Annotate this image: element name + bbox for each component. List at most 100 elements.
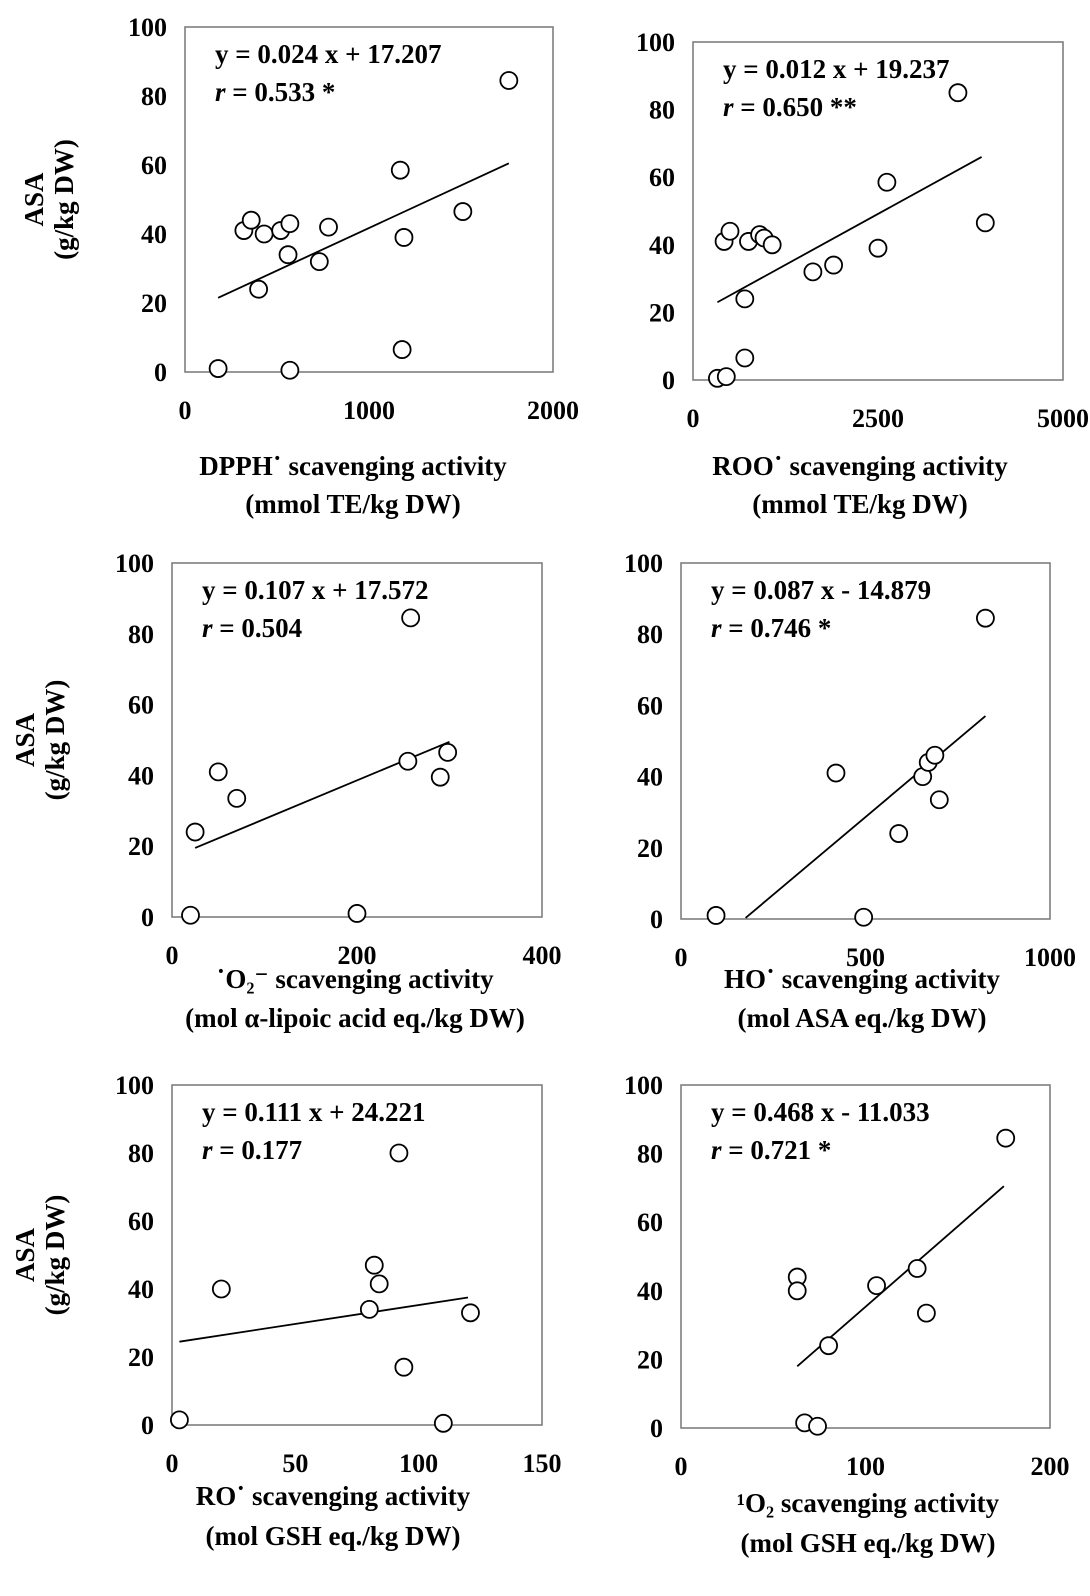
data-point bbox=[390, 160, 410, 180]
y-tick-label: 0 bbox=[141, 1411, 154, 1440]
y-tick-label: 100 bbox=[624, 549, 663, 578]
y-tick-label: 20 bbox=[637, 1345, 663, 1374]
chart-panel-3: 0 20 40 60 80 100 0 200 400 ˙O₂⁻ scavenging activ… bbox=[10, 549, 561, 1033]
data-point bbox=[975, 213, 995, 233]
y-tick-label: 100 bbox=[115, 549, 154, 578]
y-tick-label: 100 bbox=[636, 28, 675, 57]
x-tick-label: 100 bbox=[399, 1449, 438, 1478]
data-point bbox=[735, 289, 755, 309]
data-point bbox=[826, 763, 846, 783]
x-axis-label: ROO˙ scavenging activity bbox=[712, 451, 1008, 481]
y-axis-label: ASA bbox=[10, 712, 40, 767]
data-point bbox=[854, 907, 874, 927]
y-tick-label: 100 bbox=[128, 13, 167, 42]
y-axis-label: (g/kg DW) bbox=[49, 139, 79, 260]
y-tick-label: 20 bbox=[141, 289, 167, 318]
chart-panel-2: 0 20 40 60 80 100 0 2500 5000 ROO˙ scavenging act… bbox=[636, 28, 1089, 519]
data-point bbox=[453, 202, 473, 221]
data-point bbox=[916, 1303, 936, 1323]
data-point bbox=[824, 255, 843, 275]
data-point bbox=[735, 348, 755, 368]
plot-frame bbox=[171, 1084, 543, 1426]
y-tick-label: 60 bbox=[637, 1208, 663, 1237]
data-point bbox=[208, 359, 228, 378]
y-tick-label: 20 bbox=[128, 1343, 154, 1372]
y-axis-label: (g/kg DW) bbox=[40, 680, 70, 801]
x-axis-label: ¹O₂ scavenging activity bbox=[737, 1488, 1000, 1518]
y-tick-label: 40 bbox=[128, 1275, 154, 1304]
y-tick-label: 100 bbox=[115, 1071, 154, 1100]
data-point bbox=[867, 1276, 886, 1296]
trend-line bbox=[716, 156, 983, 304]
y-axis-label: ASA bbox=[19, 172, 49, 227]
data-point bbox=[461, 1303, 480, 1323]
data-point bbox=[401, 608, 421, 628]
y-tick-label: 100 bbox=[624, 1071, 663, 1100]
regression-equation: y = 0.107 x + 17.572 bbox=[202, 575, 429, 605]
data-point bbox=[889, 824, 909, 843]
regression-equation: y = 0.468 x - 11.033 bbox=[711, 1097, 930, 1127]
y-tick-label: 80 bbox=[128, 620, 154, 649]
y-tick-label: 40 bbox=[637, 1277, 663, 1306]
chart-panel-6: 0 20 40 60 80 100 0 100 200 ¹O₂ scavenging activi… bbox=[624, 1071, 1070, 1558]
data-point bbox=[227, 789, 247, 808]
plot-frame bbox=[692, 41, 1064, 381]
x-axis-label: (mol GSH eq./kg DW) bbox=[740, 1528, 995, 1558]
x-tick-label: 2500 bbox=[852, 404, 904, 433]
data-point bbox=[716, 367, 736, 387]
data-point bbox=[819, 1336, 838, 1356]
plot-frame bbox=[184, 26, 554, 373]
data-point bbox=[389, 1143, 409, 1163]
x-tick-label: 5000 bbox=[1037, 404, 1089, 433]
data-point bbox=[394, 1357, 414, 1377]
x-tick-label: 100 bbox=[846, 1452, 885, 1481]
x-tick-label: 0 bbox=[675, 943, 688, 972]
x-axis-label: (mmol TE/kg DW) bbox=[752, 489, 968, 519]
data-point bbox=[369, 1274, 389, 1294]
data-point bbox=[877, 172, 897, 192]
data-point bbox=[309, 252, 329, 272]
data-point bbox=[438, 742, 458, 762]
data-point bbox=[241, 210, 261, 230]
trend-line bbox=[179, 1296, 469, 1343]
x-axis-label: RO˙ scavenging activity bbox=[196, 1481, 471, 1511]
chart-panel-5: 0 20 40 60 80 100 0 50 100 150 RO˙ scavenging acti… bbox=[10, 1071, 561, 1551]
data-point bbox=[185, 822, 205, 842]
x-axis-label: (mmol TE/kg DW) bbox=[245, 489, 461, 519]
y-tick-label: 40 bbox=[128, 761, 154, 790]
y-tick-label: 0 bbox=[650, 1414, 663, 1443]
y-tick-label: 40 bbox=[141, 220, 167, 249]
x-axis-label: (mol GSH eq./kg DW) bbox=[205, 1521, 460, 1551]
data-point bbox=[929, 790, 949, 810]
data-point bbox=[868, 238, 888, 258]
x-tick-label: 0 bbox=[166, 1449, 179, 1478]
y-tick-label: 40 bbox=[637, 763, 663, 792]
data-point bbox=[398, 751, 418, 771]
data-point bbox=[181, 905, 200, 925]
trend-line bbox=[217, 162, 510, 299]
y-tick-label: 20 bbox=[637, 834, 663, 863]
correlation-coefficient: r = 0.504 bbox=[202, 613, 302, 643]
data-point bbox=[364, 1255, 384, 1275]
y-tick-label: 80 bbox=[637, 1140, 663, 1169]
y-tick-label: 20 bbox=[128, 832, 154, 861]
data-point bbox=[808, 1416, 827, 1436]
y-tick-label: 60 bbox=[128, 1207, 154, 1236]
correlation-coefficient: r = 0.746 * bbox=[711, 613, 831, 643]
data-point bbox=[996, 1128, 1016, 1148]
data-point bbox=[499, 71, 519, 90]
trend-line bbox=[796, 1185, 1005, 1367]
x-tick-label: 0 bbox=[687, 404, 700, 433]
correlation-coefficient: r = 0.721 * bbox=[711, 1135, 831, 1165]
data-point bbox=[280, 360, 300, 380]
x-tick-label: 500 bbox=[846, 943, 885, 972]
plot-frame bbox=[680, 1084, 1051, 1429]
y-axis-label: ASA bbox=[10, 1227, 40, 1282]
y-tick-label: 80 bbox=[637, 620, 663, 649]
data-point bbox=[254, 224, 274, 244]
data-point bbox=[430, 767, 450, 787]
y-tick-label: 80 bbox=[128, 1139, 154, 1168]
correlation-coefficient: r = 0.177 bbox=[202, 1135, 302, 1165]
